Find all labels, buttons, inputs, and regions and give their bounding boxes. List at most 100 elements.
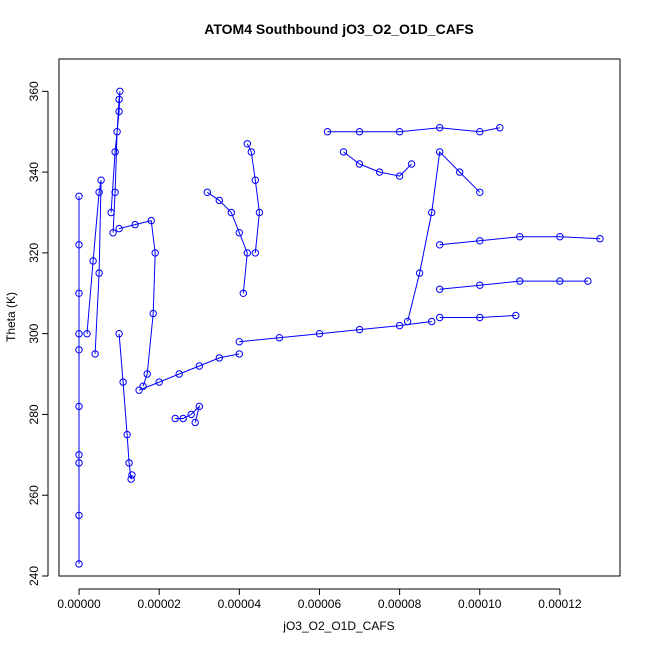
data-point <box>275 334 284 342</box>
data-point <box>91 350 99 358</box>
data-point <box>395 128 404 136</box>
data-point <box>75 402 83 411</box>
y-tick-label: 240 <box>27 566 41 586</box>
data-point <box>436 148 444 156</box>
data-layer <box>75 87 604 568</box>
data-point <box>235 338 244 346</box>
data-point <box>395 172 404 180</box>
series-line <box>86 180 102 354</box>
data-point <box>315 330 324 338</box>
data-point <box>355 325 364 334</box>
data-point <box>139 382 147 390</box>
data-point <box>215 354 224 362</box>
data-point <box>179 414 187 423</box>
data-point <box>395 321 404 330</box>
x-tick-label: 0.00010 <box>458 597 502 611</box>
data-point <box>175 370 183 378</box>
data-point <box>116 87 124 96</box>
series-line <box>439 236 601 246</box>
data-point <box>355 128 364 136</box>
y-tick-label: 320 <box>27 243 41 263</box>
data-point <box>203 188 212 197</box>
data-point <box>89 257 97 265</box>
plot-frame <box>58 58 621 577</box>
data-point <box>171 414 179 423</box>
data-point <box>375 168 384 176</box>
data-point <box>584 277 592 285</box>
data-point <box>83 330 91 338</box>
data-point <box>215 196 224 205</box>
data-point <box>128 471 136 479</box>
data-point <box>323 128 332 136</box>
data-point <box>115 224 123 233</box>
series-line <box>439 315 516 318</box>
x-tick-label: 0.00012 <box>538 597 582 611</box>
data-point <box>187 410 195 419</box>
data-point <box>516 233 524 241</box>
y-tick-label: 280 <box>27 404 41 424</box>
data-point <box>436 285 444 293</box>
series-line <box>110 91 121 233</box>
data-point <box>151 249 159 257</box>
series-line <box>239 321 432 343</box>
data-point <box>407 160 416 168</box>
series-line <box>175 404 201 423</box>
data-point <box>516 277 524 285</box>
data-point <box>119 378 127 386</box>
data-point <box>243 249 252 257</box>
data-point <box>115 95 123 104</box>
data-point <box>111 148 119 156</box>
data-point <box>251 176 260 184</box>
data-point <box>115 330 123 338</box>
x-tick-label: 0.00002 <box>137 597 181 611</box>
data-point <box>107 208 115 217</box>
series-line <box>138 353 240 391</box>
data-point <box>235 350 244 358</box>
data-point <box>476 128 484 136</box>
data-point <box>227 208 236 217</box>
data-point <box>115 107 123 116</box>
series-line <box>327 127 500 133</box>
data-point <box>235 229 244 237</box>
data-point <box>512 311 520 320</box>
data-point <box>195 402 204 411</box>
data-point <box>428 208 436 217</box>
data-point <box>436 313 444 322</box>
data-point <box>255 208 264 217</box>
data-point <box>75 241 83 249</box>
data-point <box>496 124 504 132</box>
x-axis: 0.00000 0.00002 0.00004 0.00006 0.00008 0.000… <box>57 588 582 611</box>
y-tick-label: 360 <box>27 81 41 101</box>
data-point <box>113 128 121 136</box>
data-point <box>75 346 83 354</box>
series-line <box>343 151 412 177</box>
x-tick-label: 0.00000 <box>57 597 101 611</box>
series-line <box>407 150 481 322</box>
data-point <box>476 313 484 322</box>
data-point <box>195 362 204 370</box>
y-tick-label: 300 <box>27 323 41 343</box>
data-point <box>476 281 484 289</box>
data-point <box>436 124 444 132</box>
data-point <box>97 176 105 184</box>
data-point <box>135 386 143 394</box>
data-point <box>415 269 424 277</box>
data-point <box>109 229 117 237</box>
data-point <box>75 511 83 520</box>
data-point <box>428 317 436 326</box>
x-axis-label: jO3_O2_O1D_CAFS <box>282 619 394 633</box>
data-point <box>75 289 83 297</box>
data-point <box>149 309 157 318</box>
data-point <box>251 249 260 257</box>
data-point <box>191 418 199 427</box>
series-line <box>246 143 260 253</box>
data-point <box>436 241 444 249</box>
chart-title: ATOM4 Southbound jO3_O2_O1D_CAFS <box>204 21 473 37</box>
data-point <box>476 188 484 197</box>
y-tick-label: 340 <box>27 162 41 182</box>
data-point <box>127 475 135 483</box>
data-point <box>143 370 151 378</box>
data-point <box>131 220 139 229</box>
data-point <box>239 289 248 297</box>
